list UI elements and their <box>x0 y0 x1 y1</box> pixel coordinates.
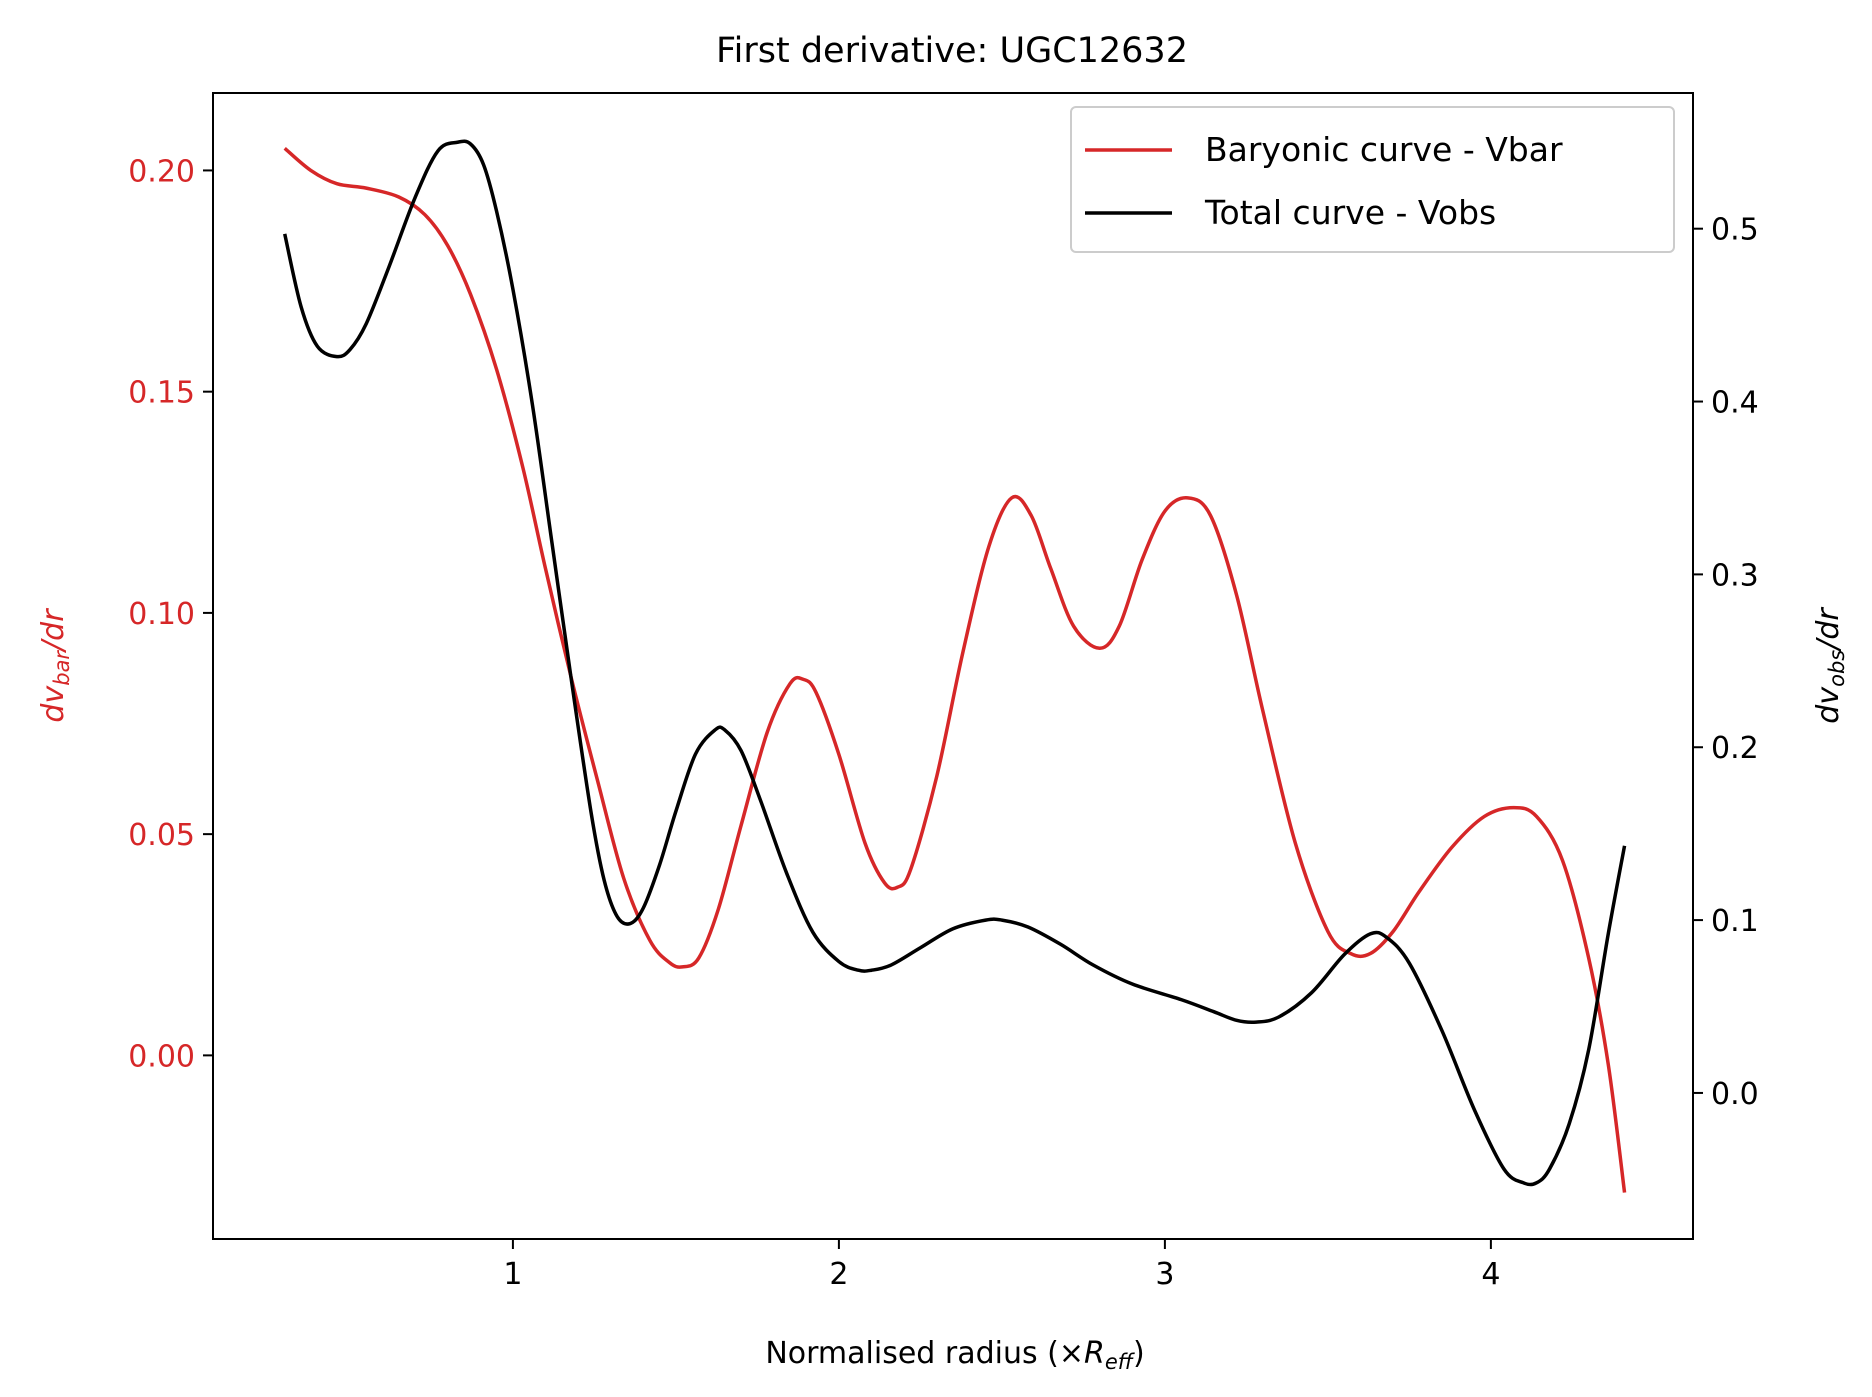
left-axis-label-suffix: /dr <box>36 608 71 654</box>
right-tick-label: 0.2 <box>1711 731 1759 766</box>
x-tick-label: 2 <box>829 1257 848 1292</box>
right-axis-label-suffix: /dr <box>1811 607 1846 653</box>
x-axis-label-symbol: R <box>1084 1336 1105 1371</box>
right-tick-label: 0.1 <box>1711 904 1759 939</box>
legend-label-vbar: Baryonic curve - Vbar <box>1205 130 1563 169</box>
left-tick-label: 0.20 <box>128 154 195 189</box>
right-axis-label-prefix: dv <box>1811 686 1846 724</box>
chart-title: First derivative: UGC12632 <box>716 31 1188 71</box>
x-axis-label-prefix: Normalised radius (× <box>765 1336 1084 1371</box>
right-tick-label: 0.3 <box>1711 558 1759 593</box>
legend-label-vobs: Total curve - Vobs <box>1204 193 1496 232</box>
series-line-vbar <box>283 146 1627 1193</box>
right-tick-label: 0.0 <box>1711 1077 1759 1112</box>
x-tick-label: 4 <box>1481 1257 1500 1292</box>
x-axis-ticks: 1 2 3 4 <box>503 1239 1500 1292</box>
x-axis-label-suffix: ) <box>1133 1336 1145 1371</box>
series-line-vobs <box>283 139 1627 1187</box>
series-layer <box>283 139 1627 1193</box>
right-tick-label: 0.5 <box>1711 213 1759 248</box>
left-tick-label: 0.10 <box>128 597 195 632</box>
legend-box <box>1070 106 1675 253</box>
x-axis-label: Normalised radius (×Reff) <box>765 1336 1144 1374</box>
left-tick-label: 0.00 <box>128 1039 195 1074</box>
right-tick-label: 0.4 <box>1711 386 1759 421</box>
left-axis-ticks: 0.00 0.05 0.10 0.15 0.20 <box>128 154 213 1074</box>
x-tick-label: 1 <box>503 1257 522 1292</box>
left-axis-label-sub: bar <box>50 650 74 686</box>
left-tick-label: 0.15 <box>128 376 195 411</box>
x-tick-label: 3 <box>1155 1257 1174 1292</box>
plot-frame <box>212 92 1694 1240</box>
right-axis-label-sub: obs <box>1825 650 1849 687</box>
x-axis-label-sub: eff <box>1105 1350 1136 1374</box>
right-axis-ticks: 0.0 0.1 0.2 0.3 0.4 0.5 <box>1693 213 1759 1112</box>
right-axis-label: dvobs/dr <box>1811 607 1849 724</box>
left-axis-label: dvbar/dr <box>36 608 74 723</box>
left-axis-label-prefix: dv <box>36 685 71 723</box>
left-tick-label: 0.05 <box>128 818 195 853</box>
legend: Baryonic curve - Vbar Total curve - Vobs <box>1070 106 1675 253</box>
